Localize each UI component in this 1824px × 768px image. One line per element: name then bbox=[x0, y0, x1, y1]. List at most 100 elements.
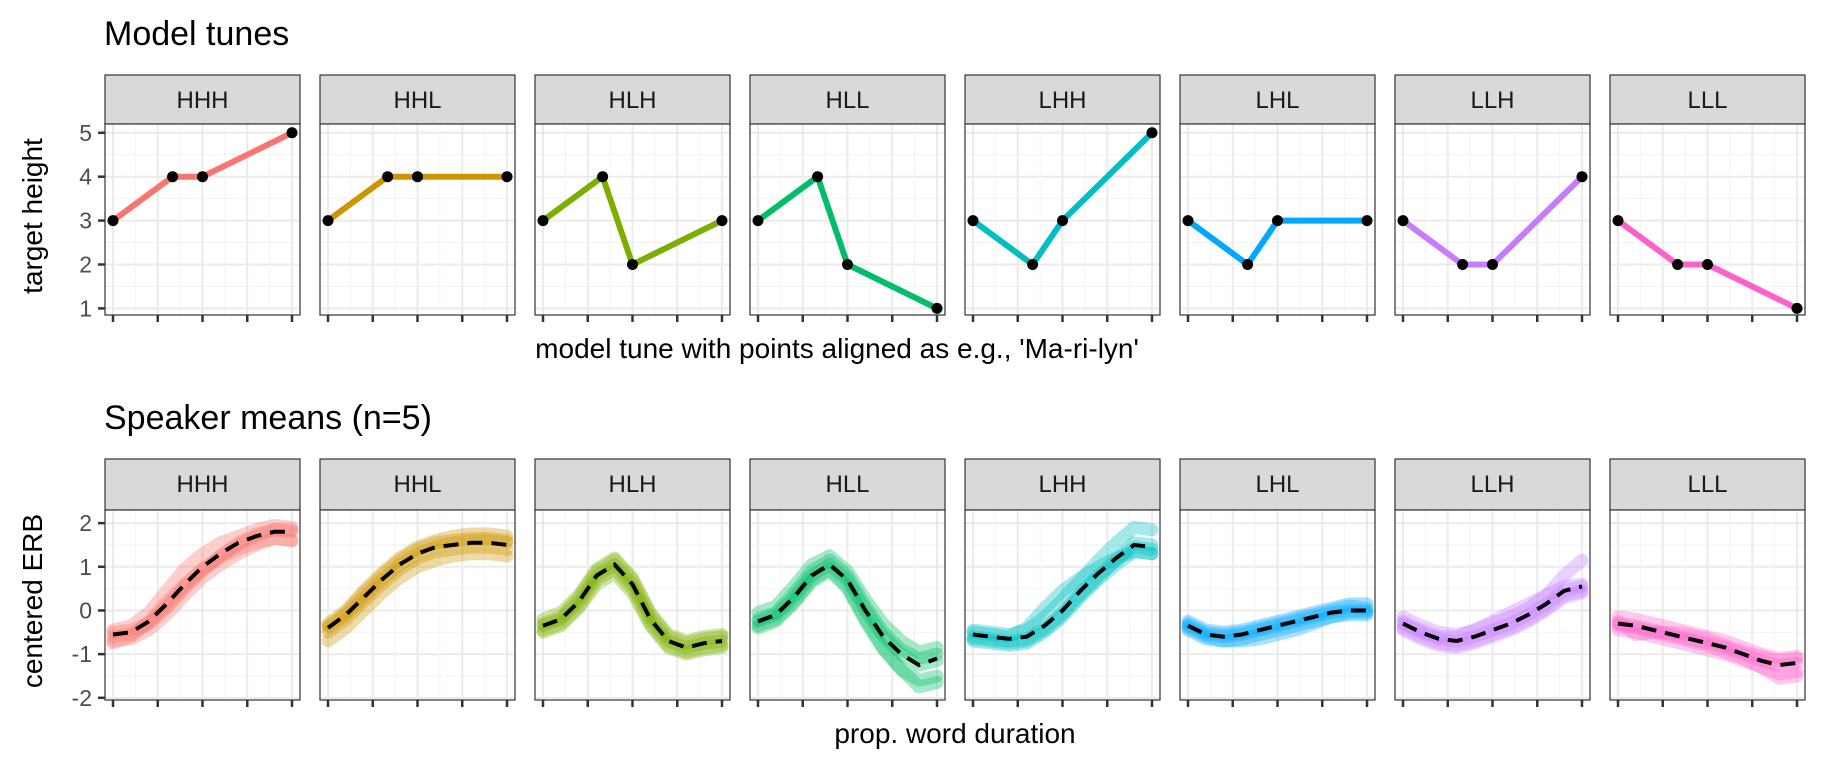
speaker-mean-line bbox=[1181, 599, 1374, 641]
tune-point bbox=[752, 215, 764, 227]
tune-point bbox=[537, 215, 549, 227]
y-tick-label: 5 bbox=[79, 120, 92, 146]
speaker-panel-hhl: HHL bbox=[319, 458, 516, 707]
tune-point bbox=[1397, 215, 1409, 227]
tune-point bbox=[412, 171, 423, 183]
tune-panel-lll: LLL bbox=[1609, 74, 1806, 322]
speaker-mean-line bbox=[751, 553, 944, 665]
tune-point bbox=[107, 215, 119, 227]
tune-point bbox=[812, 171, 824, 183]
facet-strip-label: HHH bbox=[177, 87, 229, 114]
grand-mean-line bbox=[542, 562, 723, 650]
top-title: Model tunes bbox=[104, 15, 289, 53]
speaker-mean-line bbox=[751, 564, 944, 687]
grand-mean-line bbox=[972, 542, 1153, 641]
tune-point bbox=[1457, 259, 1469, 271]
facet-strip-label: LLL bbox=[1687, 87, 1727, 114]
speaker-mean-line bbox=[1611, 614, 1804, 668]
speaker-mean-line bbox=[1396, 584, 1589, 652]
tune-point bbox=[1612, 215, 1624, 227]
speaker-mean-line bbox=[966, 521, 1159, 641]
speaker-mean-line bbox=[536, 551, 729, 648]
tune-point bbox=[627, 259, 638, 271]
facet-strip bbox=[1179, 74, 1376, 125]
tune-panel-llh: LLH bbox=[1394, 74, 1591, 322]
tune-point bbox=[1146, 127, 1158, 139]
tune-point bbox=[597, 171, 609, 183]
speaker-mean-line bbox=[1181, 597, 1374, 639]
top-ylabel: target height bbox=[17, 138, 48, 294]
facet-strip-label: HLL bbox=[825, 471, 869, 498]
tune-point bbox=[1057, 215, 1068, 227]
speaker-mean-line bbox=[966, 545, 1159, 652]
facet-strip-label: LHL bbox=[1255, 87, 1299, 114]
tune-panel-hhh: HHH 1 2 3 4 5 bbox=[79, 74, 301, 322]
speaker-mean-line bbox=[106, 531, 299, 648]
tune-point bbox=[1702, 259, 1713, 271]
facet-strip-label: LLH bbox=[1470, 87, 1514, 114]
speaker-mean-line bbox=[751, 562, 944, 694]
facet-strip bbox=[1179, 458, 1376, 511]
facet-strip bbox=[104, 458, 301, 511]
grand-mean-line bbox=[326, 540, 508, 630]
y-tick-label: 0 bbox=[79, 597, 92, 623]
tune-point bbox=[167, 171, 179, 183]
y-tick-label: 1 bbox=[79, 554, 92, 580]
tune-point bbox=[1027, 259, 1039, 271]
speaker-mean-line bbox=[751, 549, 944, 659]
facet-strip-label: LHH bbox=[1038, 87, 1086, 114]
y-tick-label: 4 bbox=[79, 164, 92, 190]
tune-point bbox=[382, 171, 394, 183]
tune-point bbox=[1576, 171, 1588, 183]
facet-strip-label: HHH bbox=[177, 471, 229, 498]
tune-line bbox=[756, 173, 939, 312]
grand-mean-line bbox=[112, 529, 292, 637]
speaker-mean-line bbox=[321, 547, 514, 648]
y-tick-label: 2 bbox=[79, 252, 92, 278]
bottom-ylabel: centered ERB bbox=[17, 514, 48, 688]
speaker-mean-line bbox=[1396, 553, 1589, 641]
facet-strip bbox=[964, 74, 1161, 125]
facet-strip bbox=[749, 458, 946, 511]
grand-mean-line bbox=[757, 562, 938, 668]
facet-strip-label: HHL bbox=[393, 87, 441, 114]
facet-strip-label: LLH bbox=[1470, 471, 1514, 498]
bottom-panels: HHH -2 -1 0 1 2 HHL HLH HLL LHH LHL LLH LLL bbox=[72, 458, 1806, 711]
tune-point bbox=[842, 259, 853, 271]
tune-point bbox=[716, 215, 728, 227]
speaker-mean-line bbox=[321, 540, 514, 639]
facet-strip bbox=[319, 74, 516, 125]
tune-point bbox=[1361, 215, 1373, 227]
tune-point bbox=[967, 215, 979, 227]
facet-strip bbox=[1609, 458, 1806, 511]
speaker-mean-line bbox=[1396, 577, 1589, 644]
facet-strip bbox=[749, 74, 946, 125]
facet-strip bbox=[964, 458, 1161, 511]
y-tick-label: 2 bbox=[79, 510, 92, 536]
y-tick-label: 3 bbox=[79, 208, 92, 234]
speaker-mean-line bbox=[1396, 586, 1589, 655]
facet-strip bbox=[1609, 74, 1806, 125]
speaker-panel-lll: LLL bbox=[1609, 458, 1806, 707]
facet-strip-label: HHL bbox=[393, 471, 441, 498]
speaker-mean-line bbox=[1181, 606, 1374, 648]
tune-point bbox=[197, 171, 208, 183]
tune-point bbox=[1487, 259, 1498, 271]
tune-line bbox=[1616, 218, 1799, 312]
speaker-mean-line bbox=[106, 518, 299, 637]
top-xlabel: model tune with points aligned as e.g., … bbox=[535, 333, 1139, 364]
tune-point bbox=[1182, 215, 1194, 227]
tune-point bbox=[1672, 259, 1684, 271]
tune-point bbox=[1791, 302, 1803, 314]
speaker-mean-line bbox=[321, 531, 514, 633]
speaker-panel-hhh: HHH -2 -1 0 1 2 bbox=[72, 458, 301, 711]
speaker-mean-line bbox=[1181, 608, 1374, 648]
facet-strip bbox=[104, 74, 301, 125]
facet-strip bbox=[1394, 458, 1591, 511]
tune-line bbox=[111, 130, 294, 224]
speaker-panel-lhl: LHL bbox=[1179, 458, 1376, 707]
tune-panel-hll: HLL bbox=[749, 74, 946, 322]
y-tick-label: -1 bbox=[72, 641, 92, 667]
tune-point bbox=[322, 215, 334, 227]
